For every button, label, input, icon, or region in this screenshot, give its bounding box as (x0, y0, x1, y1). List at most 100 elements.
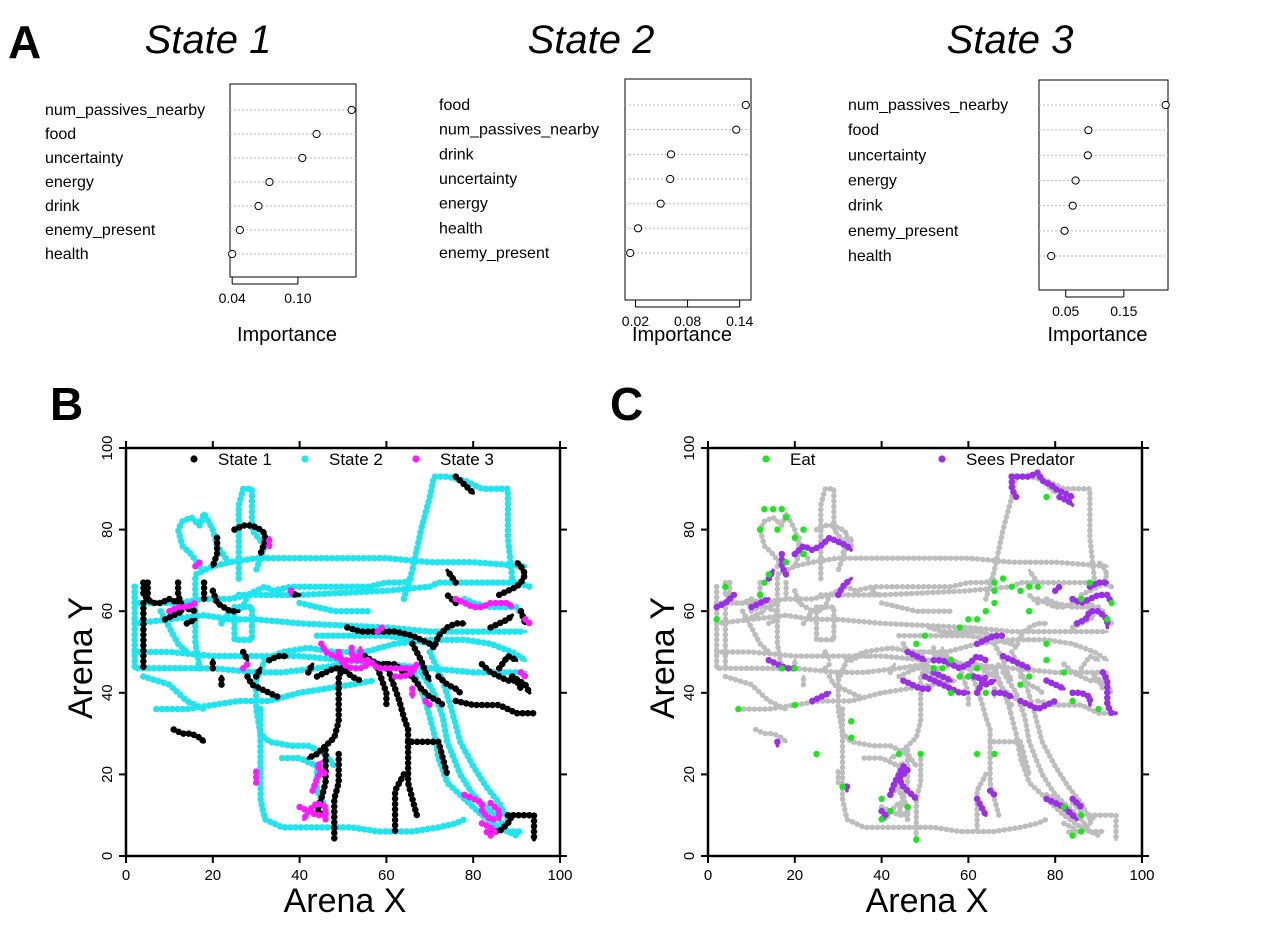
dotchart-title: State 2 (528, 18, 655, 62)
dotchart-point (633, 224, 643, 233)
trajectory-segment-state-1-core (306, 666, 345, 760)
trajectory-segment-state-1-core (245, 674, 280, 699)
dotchart-point (656, 199, 665, 208)
trajectory-point-eat (774, 526, 781, 533)
trajectory-segment-state-2-core (237, 576, 415, 597)
trajectory-segment-sees-predator-core (1001, 654, 1031, 671)
y-tick-label: 100 (681, 435, 698, 460)
trajectory-segment-state-3-core (480, 821, 497, 838)
trajectory-segment-state-1-core (506, 813, 536, 842)
x-tick-label: 20 (786, 867, 803, 884)
trajectory-background-segment-core (723, 674, 788, 711)
trajectory-segment-state-1-core (410, 642, 432, 683)
trajectory-background-segment-core (1005, 699, 1014, 707)
dotchart-title: State 3 (947, 18, 1074, 62)
trajectory-point-eat (1095, 705, 1102, 713)
dotchart-point (626, 248, 635, 258)
trajectory-point-eat (1108, 599, 1115, 607)
legend-label: State 3 (440, 450, 494, 469)
trajectory-point-eat (735, 705, 742, 713)
trajectory-point-eat (973, 616, 981, 623)
trajectory-segment-sees-predator-core (714, 593, 736, 609)
trajectory-point-eat (813, 750, 820, 758)
dotchart-category-label: uncertainty (848, 147, 926, 164)
trajectory-point-eat (956, 624, 963, 631)
trajectory-point-eat (904, 803, 911, 811)
trajectory-segment-state-2-core (141, 674, 206, 711)
trajectory-background-segment-core (793, 536, 801, 568)
dotchart-category-label: enemy_present (848, 223, 959, 240)
trajectory-background-segment-core (819, 487, 849, 581)
trajectory-segment-state-1-core (241, 650, 250, 662)
dotchart-title: State 1 (145, 18, 272, 62)
trajectory-point-eat (991, 579, 998, 586)
trajectory-segment-state-1-core (510, 674, 532, 695)
dotchart-point (741, 100, 750, 110)
trajectory-point-eat (973, 665, 981, 672)
y-tick-label: 60 (681, 603, 698, 620)
trajectory-background-segment-core (819, 577, 996, 597)
trajectory-segment-state-1-core (176, 580, 198, 613)
trajectory-background-segment-core (1027, 593, 1040, 605)
trajectory-segment-sees-predator-core (1044, 678, 1066, 691)
trajectory-segment-sees-predator-core (836, 576, 853, 597)
dotchart-frame (624, 78, 752, 301)
trajectory-point-eat (956, 673, 963, 680)
trajectory-point-eat (939, 665, 946, 672)
dotchart-frame (229, 83, 357, 278)
trajectory-point-eat (778, 665, 785, 672)
y-tick-label: 0 (681, 852, 698, 860)
trajectory-point-eat (1078, 812, 1085, 819)
trajectory-segment-state-2-core (237, 487, 267, 581)
panel-label-a: A (8, 16, 41, 68)
trajectory-segment-state-3-core (519, 670, 528, 679)
trajectory-point-eat (848, 734, 855, 741)
trajectory-background-segment-core (745, 609, 766, 621)
trajectory-background-segment-core (840, 707, 1049, 834)
trajectory-segment-sees-predator-core (1010, 474, 1018, 499)
dotchart-category-label: drink (848, 198, 884, 215)
trajectory-point-eat (756, 591, 764, 599)
dotchart-point (1068, 201, 1077, 210)
y-tick-label: 80 (99, 521, 116, 538)
x-tick-label: 100 (547, 867, 572, 884)
x-tick-label: 60 (378, 867, 395, 884)
dotchart-point (265, 177, 274, 187)
trajectory-background-segment-core (897, 666, 944, 683)
trajectory-segment-state-1-core (393, 772, 406, 834)
trajectory-plot-events: 0 20 40 60 80 100 0 20 40 60 80 100 Arena X Arena Y Ea… (644, 435, 1155, 920)
dotchart-tick-label: 0.02 (622, 313, 649, 329)
trajectory-point-eat (917, 750, 924, 758)
dotchart-category-label: food (439, 97, 470, 114)
dotchart-point (732, 125, 741, 134)
trajectory-background-segment-core (927, 621, 1049, 650)
trajectory-background-segment-core (888, 666, 927, 760)
trajectory-point-eat (778, 506, 785, 513)
x-axis-title: Arena X (284, 882, 407, 920)
trajectory-background-segment-core (749, 601, 779, 613)
dotchart-point (1047, 251, 1056, 261)
x-tick-label: 40 (873, 867, 890, 884)
dotchart-category-label: drink (45, 198, 81, 215)
dotchart-tick-label: 0.10 (284, 290, 311, 306)
trajectory-point-eat (991, 599, 998, 607)
dotchart-category-label: health (439, 220, 483, 237)
dotchart-category-label: energy (439, 196, 488, 213)
trajectory-point-eat (722, 583, 729, 590)
trajectory-segment-state-1-core (497, 560, 528, 597)
trajectory-plot-area (131, 473, 538, 843)
dotchart-category-label: energy (45, 174, 94, 191)
trajectory-background-segment-core (1010, 650, 1092, 821)
trajectory-segment-state-3-core (310, 760, 328, 793)
trajectory-point-eat (895, 750, 903, 758)
dotchart-point (666, 150, 676, 159)
trajectory-background-segment-core (715, 650, 1109, 674)
trajectory-segment-state-1-core (332, 752, 341, 842)
trajectory-segment-sees-predator-core (1101, 670, 1118, 715)
trajectory-point-eat (791, 665, 798, 672)
trajectory-segment-state-3-core (193, 560, 202, 569)
dotchart-point (235, 225, 244, 235)
x-tick-label: 60 (960, 867, 977, 884)
trajectory-background-segment-core (823, 662, 832, 670)
